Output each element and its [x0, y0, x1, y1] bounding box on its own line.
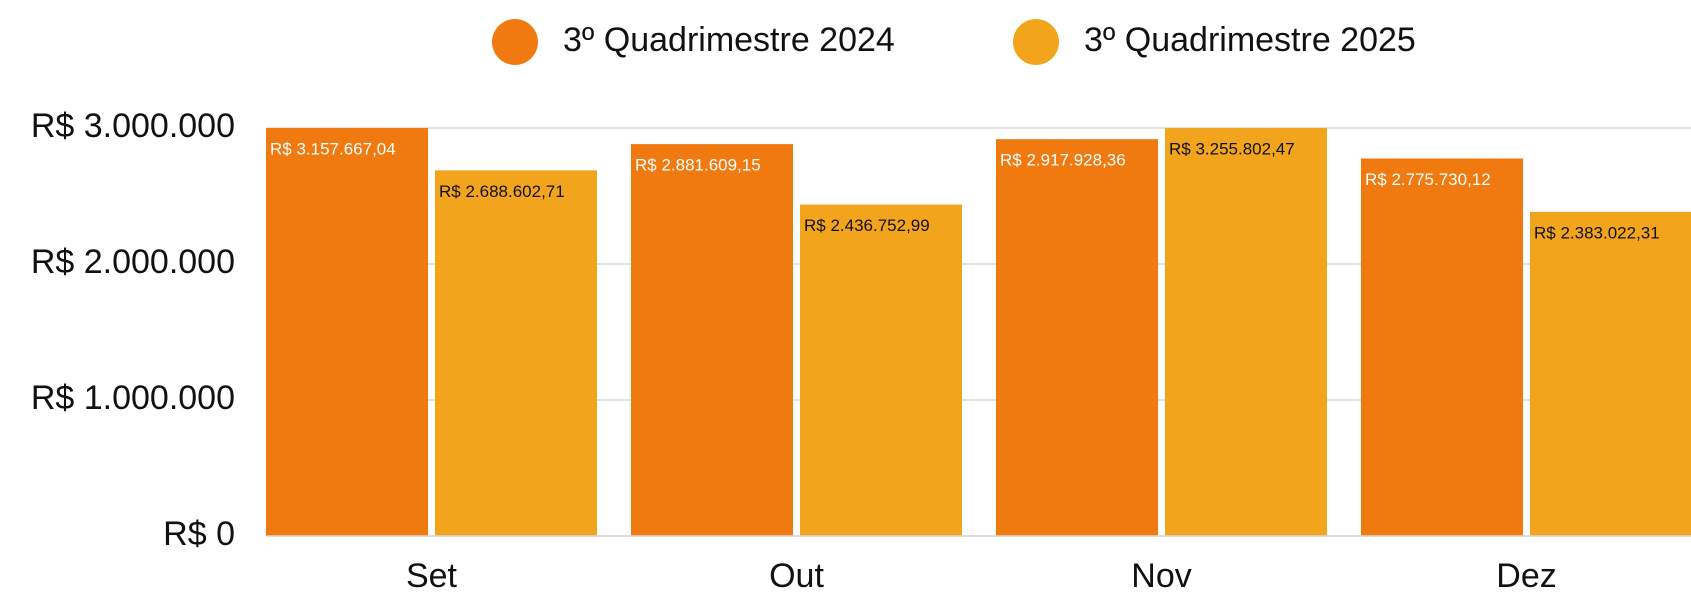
bar: [1530, 211, 1691, 536]
bar: [1361, 158, 1523, 536]
x-tick-label: Nov: [1131, 557, 1191, 595]
y-tick-label: R$ 3.000.000: [31, 107, 235, 145]
value-label: R$ 3.255.802,47: [1169, 139, 1295, 158]
bars: [266, 128, 1691, 537]
x-tick-label: Dez: [1496, 557, 1556, 595]
y-tick-label: R$ 1.000.000: [31, 379, 235, 417]
legend-label: 3º Quadrimestre 2024: [563, 21, 895, 59]
legend-swatch: [492, 19, 538, 65]
value-label: R$ 2.775.730,12: [1365, 170, 1491, 189]
bar: [631, 144, 793, 537]
bar: [996, 139, 1158, 536]
value-label: R$ 2.383.022,31: [1534, 223, 1660, 242]
value-label: R$ 2.436.752,99: [804, 216, 930, 235]
value-label: R$ 2.917.928,36: [1000, 151, 1126, 170]
y-tick-label: R$ 0: [163, 515, 235, 553]
bar: [266, 128, 428, 536]
bar: [435, 170, 597, 536]
value-label: R$ 2.688.602,71: [439, 182, 565, 201]
value-label: R$ 2.881.609,15: [635, 156, 761, 175]
value-label: R$ 3.157.667,04: [270, 139, 396, 158]
legend-label: 3º Quadrimestre 2025: [1084, 21, 1416, 59]
y-tick-label: R$ 2.000.000: [31, 243, 235, 281]
bar: [1165, 128, 1327, 536]
legend-swatch: [1013, 19, 1059, 65]
bar: [800, 204, 962, 536]
x-tick-label: Set: [406, 557, 458, 595]
x-tick-label: Out: [769, 557, 824, 595]
